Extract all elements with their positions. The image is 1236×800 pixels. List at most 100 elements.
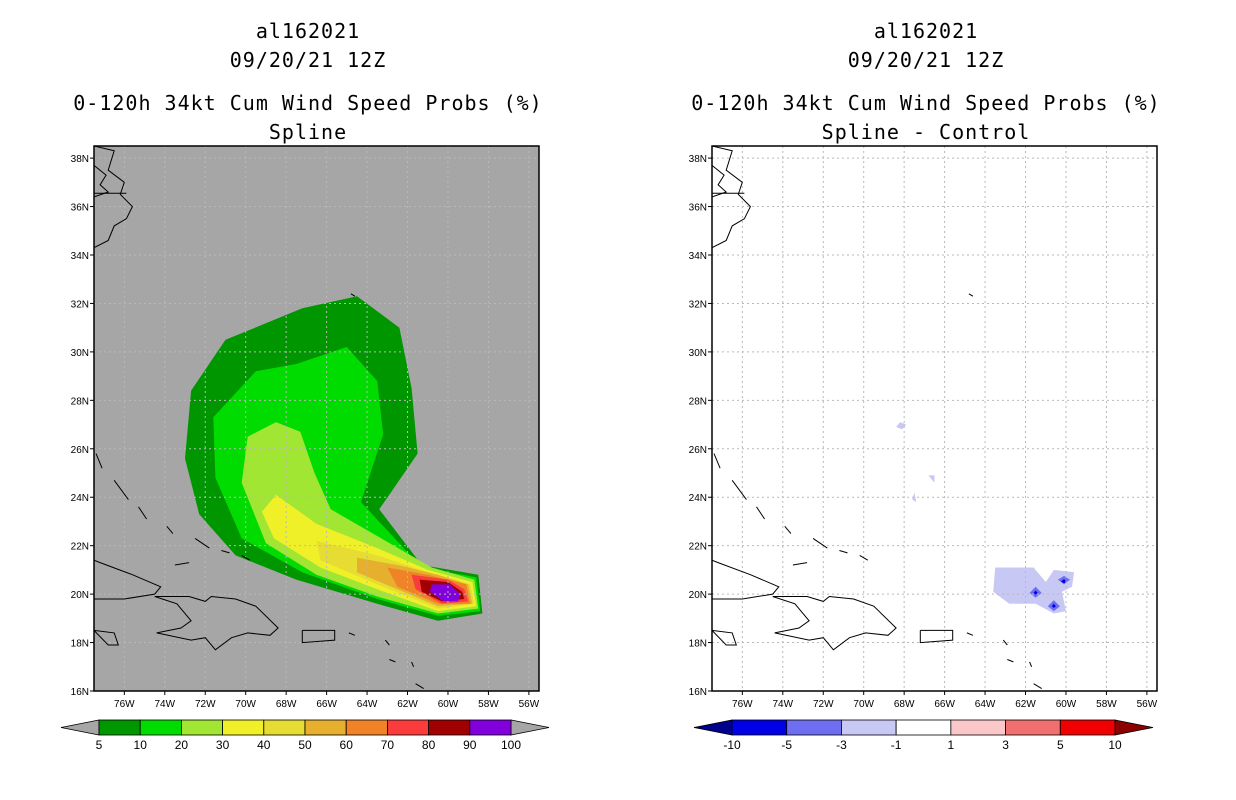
coastline-8	[113, 480, 129, 500]
coastline-17	[389, 659, 396, 663]
right-datetime: 09/20/21 12Z	[847, 48, 1005, 72]
contour-fill-1	[928, 475, 935, 483]
colorbar-label: 80	[422, 738, 436, 752]
contour-fill-9	[1051, 603, 1056, 608]
coastline-7	[756, 506, 766, 520]
coastline-20	[1038, 703, 1042, 708]
colorbar-swatch	[345, 719, 388, 736]
colorbar-label: 10	[134, 738, 148, 752]
coastline-2	[712, 559, 780, 600]
colorbar-swatch	[841, 719, 897, 736]
y-tick-label: 26N	[71, 445, 89, 456]
x-tick-label: 60W	[438, 699, 459, 710]
map-frame	[93, 145, 540, 692]
right-storm-id: al162021	[873, 19, 979, 43]
right-chart-title: 0-120h 34kt Cum Wind Speed Probs (%)	[691, 91, 1161, 115]
colorbar-swatch	[428, 719, 471, 736]
coastline-3	[772, 595, 897, 651]
coastline-15	[966, 632, 974, 636]
coastline-0	[712, 146, 752, 249]
contour-fill-2	[241, 422, 479, 614]
coastline-13	[859, 554, 869, 561]
coastline-11	[812, 537, 828, 549]
x-tick-label: 62W	[1015, 699, 1036, 710]
left-chart-title: 0-120h 34kt Cum Wind Speed Probs (%)	[73, 91, 543, 115]
y-tick-label: 36N	[689, 203, 707, 214]
colorbar-label: -10	[723, 738, 741, 752]
colorbar-label: 5	[96, 738, 103, 752]
contour-fill-9	[429, 584, 461, 602]
y-tick-label: 22N	[689, 542, 707, 553]
y-tick-label: 26N	[689, 445, 707, 456]
x-tick-label: 72W	[195, 699, 216, 710]
contour-layer	[185, 296, 483, 621]
colorbar-swatch	[139, 719, 182, 736]
coastline-5	[301, 629, 336, 644]
y-tick-label: 32N	[71, 299, 89, 310]
coastline-10	[166, 525, 174, 534]
coastline-20	[420, 703, 424, 708]
x-tick-label: 74W	[155, 699, 176, 710]
x-tick-label: 56W	[1137, 699, 1158, 710]
x-tick-label: 66W	[934, 699, 955, 710]
coastline-15	[348, 632, 356, 636]
x-tick-label: 76W	[114, 699, 135, 710]
coastline-13	[241, 554, 251, 561]
y-tick-label: 30N	[689, 348, 707, 359]
colorbar-swatch	[304, 719, 347, 736]
colorbar-swatch	[263, 719, 306, 736]
y-tick-label: 28N	[71, 396, 89, 407]
coastline-4	[712, 629, 737, 646]
right-chart-subtitle: Spline - Control	[821, 120, 1031, 144]
contour-layer	[896, 422, 1075, 614]
colorbar-swatch	[222, 719, 265, 736]
colorbar-swatch	[786, 719, 842, 736]
colorbar-swatch	[895, 719, 952, 736]
y-tick-label: 22N	[71, 542, 89, 553]
right-map-panel: 76W 74W 72W 70W 68W 66W 64W 62W 60W 58W 56W 16N 18N 2…	[689, 145, 1158, 710]
coastline-16	[1002, 639, 1008, 646]
y-tick-label: 38N	[71, 154, 89, 165]
colorbar-extend-high	[510, 719, 550, 736]
x-tick-label: 58W	[478, 699, 499, 710]
colorbar-label: 5	[1057, 738, 1064, 752]
y-tick-label: 18N	[689, 639, 707, 650]
colorbar-label: 30	[216, 738, 230, 752]
colorbar-label: -5	[781, 738, 792, 752]
y-tick-label: 20N	[689, 590, 707, 601]
left-chart-subtitle: Spline	[268, 120, 348, 144]
coastlines	[712, 146, 1042, 708]
colorbar-swatch	[469, 719, 512, 736]
colorbar-swatch	[98, 719, 141, 736]
coastline-17	[1007, 659, 1014, 663]
colorbar-extend-low	[693, 719, 733, 736]
coastline-19	[1033, 683, 1042, 690]
map-frame	[711, 145, 1158, 692]
x-tick-label: 72W	[813, 699, 834, 710]
y-tick-label: 38N	[689, 154, 707, 165]
coastline-12	[839, 550, 848, 554]
coastline-7	[138, 506, 148, 520]
y-tick-label: 34N	[689, 251, 707, 262]
y-tick-label: 36N	[71, 203, 89, 214]
coastline-16	[384, 639, 390, 646]
coastline-0	[94, 146, 134, 249]
coastlines	[94, 146, 424, 708]
y-tick-label: 34N	[71, 251, 89, 262]
colorbar-extend-high	[1114, 719, 1154, 736]
left-storm-id: al162021	[255, 19, 361, 43]
coastline-6	[792, 562, 808, 566]
x-tick-label: 68W	[894, 699, 915, 710]
y-tick-label: 28N	[689, 396, 707, 407]
left-datetime: 09/20/21 12Z	[229, 48, 387, 72]
colorbar-label: 100	[501, 738, 521, 752]
colorbar-swatch	[386, 719, 429, 736]
colorbar-swatch	[180, 719, 223, 736]
colorbar-swatch	[1005, 719, 1061, 736]
contour-fill-0	[896, 422, 907, 430]
contour-fill-8	[1033, 590, 1038, 595]
colorbar-label: 50	[298, 738, 312, 752]
colorbar-label: 10	[1108, 738, 1122, 752]
coastline-18	[411, 661, 415, 667]
